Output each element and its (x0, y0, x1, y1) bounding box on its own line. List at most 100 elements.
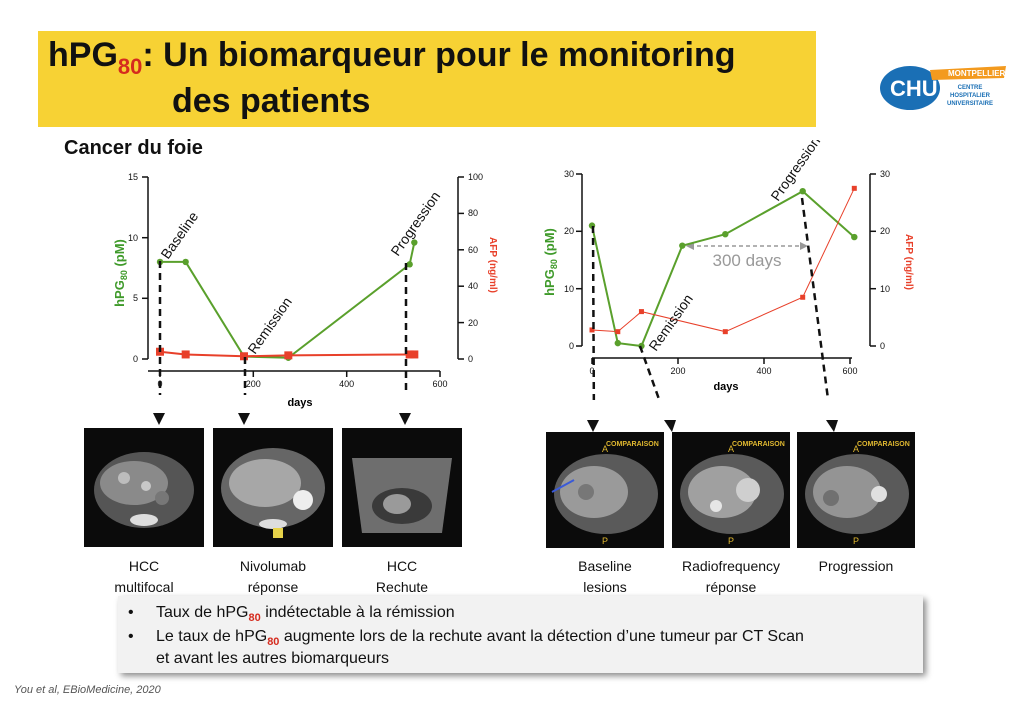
svg-text:HOSPITALIER: HOSPITALIER (950, 93, 991, 99)
svg-text:CENTRE: CENTRE (958, 85, 983, 91)
svg-text:A: A (728, 444, 734, 454)
hpg80-data-point (851, 233, 858, 241)
hpg80-data-point (411, 239, 418, 246)
y-tick: 10 (564, 284, 574, 294)
hpg80-data-point (406, 261, 413, 268)
caption-hcc-rechute: HCC Rechute (375, 558, 429, 595)
scan-hcc-rechute (342, 428, 462, 547)
hpg80-data-point (722, 231, 729, 238)
y2-axis-label: AFP (ng/ml) (903, 234, 914, 290)
y-tick: 0 (569, 341, 574, 351)
afp-data-point (851, 185, 857, 191)
chart-left-axes (142, 176, 464, 377)
chart-right-plot (588, 185, 858, 350)
title-banner (38, 31, 816, 127)
svg-text:P: P (602, 536, 608, 546)
arrows-right (587, 420, 838, 432)
svg-text:COMPARAISON: COMPARAISON (732, 441, 785, 448)
hpg80-data-point (679, 242, 686, 249)
afp-data-point (284, 351, 293, 360)
x-tick: 0 (589, 366, 594, 376)
chart-right: 30 20 10 0 30 20 10 0 0 200 400 600 days… (542, 140, 914, 400)
y-tick: 5 (133, 293, 138, 303)
page-title-line2: des patients (172, 82, 371, 120)
y-tick: 30 (564, 169, 574, 179)
svg-text:A: A (853, 444, 859, 454)
caption-baseline-lesions: Baseline lesions (578, 558, 632, 595)
x-tick: 600 (432, 379, 447, 389)
x-axis-label: days (287, 397, 312, 409)
y2-axis-label: AFP (ng/ml) (487, 237, 498, 293)
bullet-marker: • (128, 628, 134, 645)
hpg80-data-point (182, 258, 189, 266)
afp-data-point (410, 350, 419, 359)
svg-text:A: A (602, 444, 608, 454)
afp-data-point (240, 352, 248, 361)
afp-series-line (591, 188, 855, 333)
logo-brand: CHU (890, 76, 938, 101)
svg-text:P: P (728, 536, 734, 546)
y2-tick: 80 (468, 208, 478, 218)
logo-city: MONTPELLIER (948, 69, 1006, 78)
afp-data-point (405, 350, 414, 359)
svg-text:P: P (853, 536, 859, 546)
scan-hcc-multifocal (84, 428, 204, 547)
summary-box: • Taux de hPG80 indétectable à la rémiss… (118, 596, 923, 673)
svg-text:COMPARAISON: COMPARAISON (606, 441, 659, 448)
bullet-1: Taux de hPG80 indétectable à la rémissio… (156, 604, 455, 625)
x-tick: 200 (670, 366, 685, 376)
y2-tick: 60 (468, 245, 478, 255)
afp-data-point (722, 329, 728, 335)
annotation-progression: Progression (387, 188, 443, 258)
x-axis-label: days (713, 381, 738, 393)
scan-baseline-lesions: COMPARAISON A P (546, 432, 664, 548)
y2-tick: 100 (468, 172, 483, 182)
scan-radiofrequency-response: COMPARAISON A P (672, 432, 790, 548)
annotation-baseline: Baseline (157, 208, 201, 261)
hpg80-data-point (614, 339, 621, 347)
bullet-marker: • (128, 604, 134, 621)
hpg80-series-line (160, 242, 416, 359)
y-axis-label: hPG80 (pM) (112, 239, 129, 307)
caption-nivolumab: Nivolumab réponse (239, 558, 307, 595)
interval-label: 300 days (713, 251, 782, 270)
chart-left: 15 10 5 0 100 80 60 40 20 0 0 200 400 60… (112, 172, 498, 409)
y2-tick: 20 (880, 226, 890, 236)
y2-tick: 10 (880, 284, 890, 294)
y2-tick: 0 (468, 354, 473, 364)
x-tick: 200 (246, 379, 261, 389)
y2-tick: 30 (880, 169, 890, 179)
x-tick: 400 (339, 379, 354, 389)
x-tick: 400 (756, 366, 771, 376)
y-tick: 0 (133, 354, 138, 364)
annotation-remission: Remission (244, 294, 295, 357)
scan-nivolumab-response (213, 428, 333, 547)
afp-data-point (615, 329, 621, 335)
bullet-2: Le taux de hPG80 augmente lors de la rec… (156, 628, 804, 649)
afp-data-point (638, 309, 644, 315)
page-title: hPG80: Un biomarqueur pour le monitoring (48, 36, 736, 79)
chu-montpellier-logo: CHU MONTPELLIER CENTRE HOSPITALIER UNIVE… (878, 56, 1008, 114)
afp-data-point (181, 350, 190, 359)
y-tick: 15 (128, 172, 138, 182)
x-tick: 600 (842, 366, 857, 376)
svg-text:UNIVERSITAIRE: UNIVERSITAIRE (947, 101, 993, 107)
caption-progression: Progression (818, 558, 894, 574)
caption-radiofrequency: Radiofrequency réponse (681, 558, 781, 595)
y-tick: 20 (564, 226, 574, 236)
scan-progression: COMPARAISON A P (797, 432, 915, 548)
y-tick: 10 (128, 233, 138, 243)
caption-hcc-multifocal: HCC multifocal (114, 558, 174, 595)
bullet-2-line2: et avant les autres biomarqueurs (156, 650, 390, 667)
y2-tick: 40 (468, 281, 478, 291)
arrows-left (153, 413, 411, 425)
afp-data-point (800, 294, 806, 300)
y-axis-label: hPG80 (pM) (542, 228, 559, 296)
y2-tick: 20 (468, 318, 478, 328)
y2-tick: 0 (880, 341, 885, 351)
svg-text:COMPARAISON: COMPARAISON (857, 441, 910, 448)
section-subtitle: Cancer du foie (64, 137, 203, 159)
citation: You et al, EBioMedicine, 2020 (14, 684, 161, 696)
afp-data-point (589, 327, 595, 333)
hpg80-data-point (799, 188, 806, 195)
